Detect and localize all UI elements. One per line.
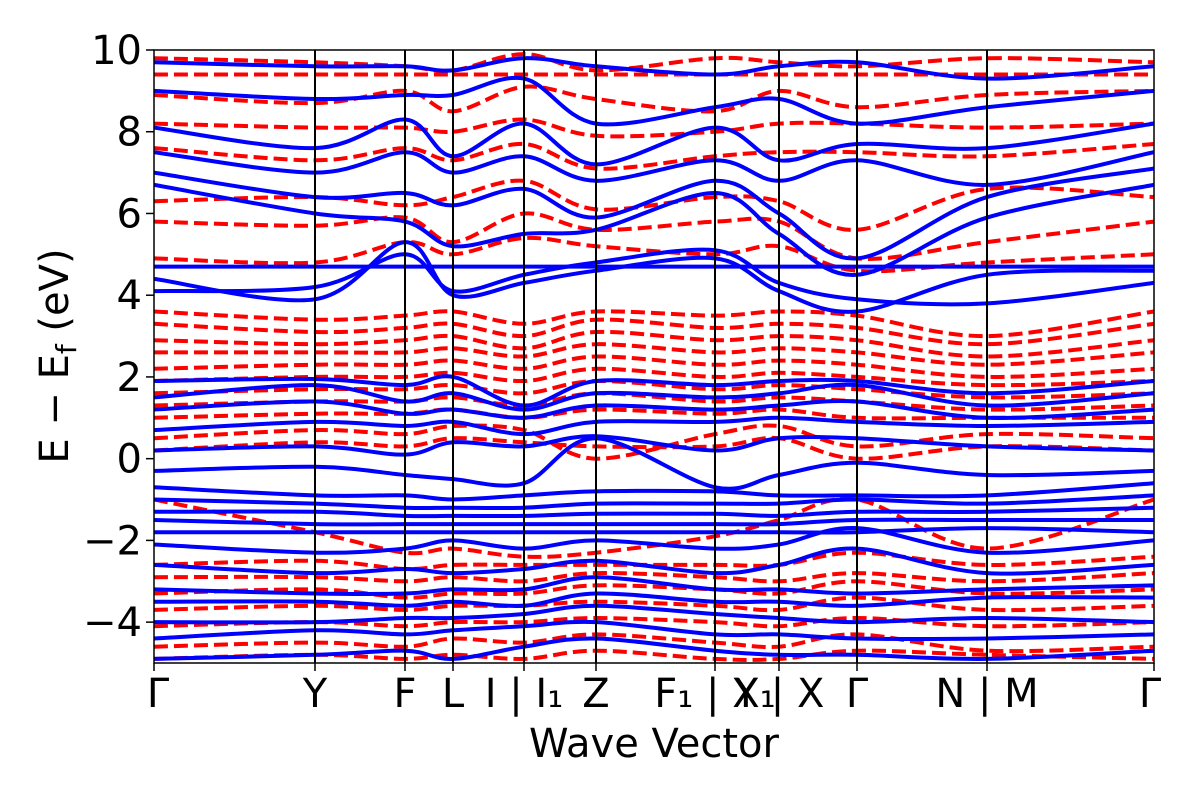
y-axis-title-main: E − E [32, 354, 78, 464]
spin-down-band-16 [154, 407, 1154, 421]
spin-down-band-9 [154, 317, 1154, 347]
spin-down-band-10 [154, 329, 1154, 359]
x-tick-label-6: F₁ | X₁ [654, 671, 775, 717]
spin-up-band-9 [154, 374, 1154, 408]
spin-down-band-3 [154, 117, 1154, 139]
y-tick-label-1: 8 [117, 110, 142, 156]
spin-down-band-20 [154, 550, 1154, 572]
spin-up-band-17 [154, 505, 1154, 519]
x-tick-label-10: Γ [1139, 671, 1162, 717]
y-axis-ticks: 10 8 6 4 2 0 −2 −4 [83, 28, 154, 646]
spin-up-bands [154, 56, 1154, 661]
y-axis-title-unit: (eV) [32, 248, 78, 331]
y-tick-label-7: −4 [83, 600, 142, 646]
spin-up-band-25 [154, 619, 1154, 642]
spin-up-band-10 [154, 382, 1154, 412]
spin-up-band-6 [154, 117, 1154, 167]
spin-down-band-11 [154, 342, 1154, 367]
y-tick-label-4: 2 [117, 355, 142, 401]
y-axis-title: E − Ef (eV) [32, 248, 83, 463]
spin-up-band-2 [154, 247, 1154, 307]
high-symmetry-lines [314, 50, 988, 663]
spin-up-band-22 [154, 575, 1154, 597]
spin-up-band-23 [154, 591, 1154, 609]
spin-down-band-1 [154, 52, 1154, 73]
spin-up-band-7 [154, 75, 1154, 127]
spin-up-band-15 [154, 481, 1154, 502]
y-axis-title-subscript: f [50, 343, 83, 354]
spin-up-band-11 [154, 399, 1154, 420]
spin-up-band-26 [154, 636, 1154, 661]
spin-up-band-12 [154, 415, 1154, 437]
x-tick-label-4: I | I₁ [485, 671, 564, 717]
spin-down-band-4 [154, 141, 1154, 171]
plot-frame [153, 49, 1155, 664]
spin-down-band-18 [154, 435, 1154, 461]
spin-down-band-23 [154, 595, 1154, 613]
spin-down-band-19 [154, 496, 1154, 559]
x-tick-label-2: F [393, 671, 416, 717]
spin-down-band-5 [154, 178, 1154, 232]
spin-down-band-26 [154, 648, 1154, 662]
spin-up-band-18 [154, 517, 1154, 527]
y-axis-title-space [32, 332, 78, 345]
spin-up-band-16 [154, 493, 1154, 511]
spin-down-band-12 [154, 354, 1154, 379]
spin-down-band-25 [154, 632, 1154, 654]
spin-up-band-24 [154, 603, 1154, 625]
spin-down-band-15 [154, 391, 1154, 412]
spin-down-band-13 [154, 366, 1154, 388]
y-tick-label-5: 0 [117, 437, 142, 483]
y-tick-label-6: −2 [83, 518, 142, 564]
spin-up-band-8 [154, 56, 1154, 81]
x-tick-label-0: Γ [147, 671, 170, 717]
spin-down-band-6 [154, 211, 1154, 261]
spin-down-band-21 [154, 571, 1154, 584]
x-tick-label-5: Z [582, 671, 609, 717]
x-tick-label-3: L [442, 671, 465, 717]
spin-up-band-20 [154, 526, 1154, 555]
spin-up-band-5 [154, 150, 1154, 187]
spin-up-band-14 [154, 436, 1154, 491]
x-tick-label-9: N | M [935, 671, 1038, 717]
x-axis-title: Wave Vector [529, 721, 780, 767]
x-tick-label-1: Y [302, 671, 328, 717]
x-tick-label-7: Y | X [733, 671, 825, 717]
spin-down-band-14 [154, 378, 1154, 400]
x-tick-label-8: Γ [846, 671, 869, 717]
spin-down-band-24 [154, 615, 1154, 629]
spin-up-band-19 [154, 526, 1154, 535]
spin-up-band-4 [154, 166, 1154, 261]
y-tick-label-0: 10 [91, 28, 142, 74]
y-tick-label-3: 4 [117, 273, 142, 319]
spin-down-band-17 [154, 423, 1154, 461]
y-tick-label-2: 6 [117, 191, 142, 237]
spin-up-band-21 [154, 546, 1154, 576]
spin-up-band-3 [154, 182, 1154, 277]
spin-down-band-8 [154, 309, 1154, 339]
spin-up-band-13 [154, 434, 1154, 457]
